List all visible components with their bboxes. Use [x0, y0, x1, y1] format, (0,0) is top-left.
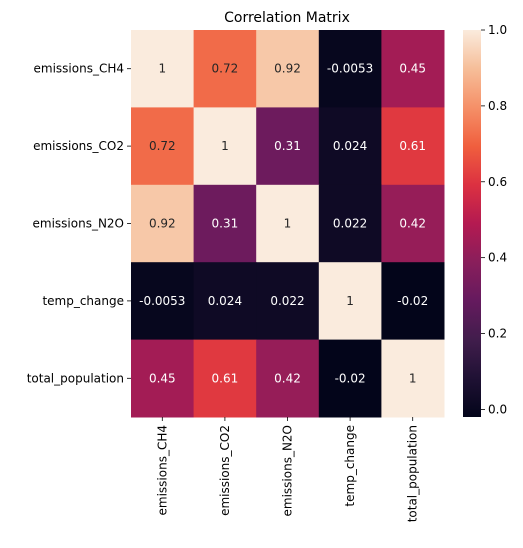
- row-tick-label: emissions_CO2: [33, 139, 124, 153]
- colorbar-gradient: [463, 30, 481, 417]
- heatmap-cell: [193, 262, 257, 341]
- cell-annotation: 0.92: [149, 217, 176, 231]
- row-tick-labels: emissions_CH4 emissions_CO2 emissions_N2Ot…: [27, 62, 131, 385]
- cell-annotation: 1: [346, 294, 354, 308]
- column-tick-label: temp_change: [343, 425, 357, 507]
- column-tick-label: total_population: [406, 425, 420, 522]
- heatmap-cell: [131, 30, 195, 108]
- heatmap-cell: [381, 262, 445, 341]
- colorbar-tick-label: 0.4: [488, 251, 507, 265]
- cell-annotation: 1: [284, 217, 292, 231]
- heatmap-cell: [193, 339, 257, 418]
- cell-annotation: 1: [158, 62, 166, 76]
- heatmap-cell: [318, 339, 382, 418]
- column-tick-label: emissions_CO2: [218, 425, 232, 516]
- cell-annotation: -0.02: [335, 371, 366, 385]
- heatmap-cell: [256, 339, 320, 418]
- column-tick-labels: emissions_CH4 emissions_CO2 emissions_N2O t…: [155, 417, 420, 522]
- heatmap-cell: [193, 184, 257, 263]
- heatmap-cell: [131, 262, 195, 341]
- heatmap-cell: [381, 107, 445, 186]
- cell-annotation: 0.024: [208, 294, 242, 308]
- heatmap-cell: [131, 184, 195, 263]
- heatmap-cell: [131, 339, 195, 418]
- cell-annotation: 1: [409, 371, 417, 385]
- cell-annotation: 0.45: [399, 62, 426, 76]
- row-tick-label: emissions_CH4: [34, 62, 124, 76]
- cell-annotation: 0.42: [399, 217, 426, 231]
- cell-annotation: 0.42: [274, 371, 301, 385]
- cell-annotation: 0.61: [212, 371, 239, 385]
- row-tick-label: temp_change: [42, 294, 124, 308]
- column-tick-label: emissions_N2O: [281, 425, 295, 517]
- cell-annotation: 0.022: [333, 217, 367, 231]
- heatmap-cell: [256, 30, 320, 108]
- colorbar-tick-label: 0.8: [488, 99, 507, 113]
- colorbar-tick-label: 1.0: [488, 23, 507, 37]
- cell-annotation: 0.72: [212, 62, 239, 76]
- heatmap-cell: [318, 30, 382, 108]
- row-tick-label: total_population: [27, 371, 124, 385]
- colorbar-tick-label: 0.0: [488, 402, 507, 416]
- heatmap-cells: 1 0.72 0.92 -0.0053 0.45 0.72 1 0.31 0.024 0.61 0.…: [131, 30, 445, 418]
- cell-annotation: -0.02: [397, 294, 428, 308]
- cell-annotation: 0.61: [399, 139, 426, 153]
- heatmap-cell: [381, 339, 445, 418]
- cell-annotation: 0.024: [333, 139, 367, 153]
- heatmap-cell: [318, 262, 382, 341]
- row-tick-label: emissions_N2O: [33, 217, 125, 231]
- chart-title: Correlation Matrix: [224, 10, 350, 26]
- heatmap-cell: [318, 184, 382, 263]
- colorbar: 0.0 0.2 0.4 0.6 0.8 1.0: [463, 23, 507, 417]
- cell-annotation: 1: [221, 139, 229, 153]
- colorbar-tick-label: 0.6: [488, 175, 507, 189]
- cell-annotation: 0.72: [149, 139, 176, 153]
- heatmap-cell: [381, 30, 445, 108]
- cell-annotation: -0.0053: [327, 62, 373, 76]
- heatmap-cell: [131, 107, 195, 186]
- heatmap-cell: [256, 184, 320, 263]
- heatmap-cell: [318, 107, 382, 186]
- cell-annotation: 0.31: [212, 217, 239, 231]
- heatmap-cell: [256, 262, 320, 341]
- colorbar-tick-label: 0.2: [488, 327, 507, 341]
- cell-annotation: 0.022: [270, 294, 304, 308]
- cell-annotation: 0.31: [274, 139, 301, 153]
- cell-annotation: -0.0053: [139, 294, 185, 308]
- heatmap-cell: [256, 107, 320, 186]
- heatmap-cell: [193, 30, 257, 108]
- cell-annotation: 0.92: [274, 62, 301, 76]
- cell-annotation: 0.45: [149, 371, 176, 385]
- column-tick-label: emissions_CH4: [155, 425, 169, 515]
- heatmap-cell: [193, 107, 257, 186]
- heatmap-cell: [381, 184, 445, 263]
